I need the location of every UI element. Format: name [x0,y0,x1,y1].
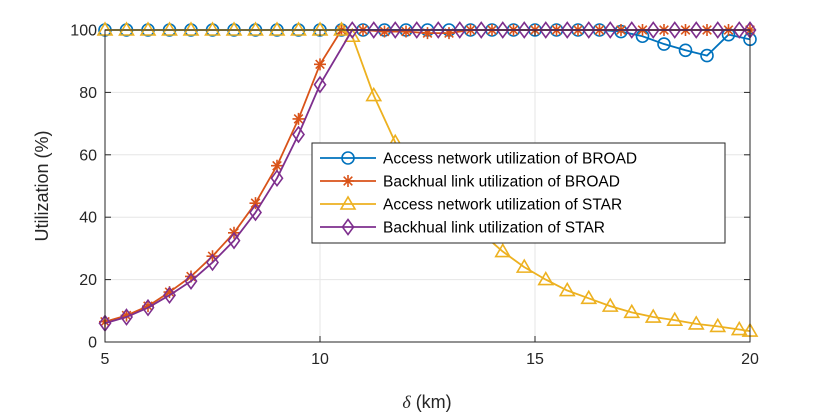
data-point [421,27,434,40]
data-point [517,21,531,39]
data-point [560,21,574,39]
x-axis-unit: (km) [411,392,452,412]
data-point [142,300,154,313]
data-point [227,231,241,250]
legend-label: Backhual link utilization of BROAD [383,174,620,191]
data-point [603,21,617,39]
data-point [206,253,219,272]
data-point [141,298,155,317]
x-tick-label: 15 [526,351,544,368]
data-point [558,281,576,297]
data-point [292,112,305,125]
data-point [601,297,619,312]
data-point [582,21,596,39]
x-axis-label: δ (km) [402,392,451,412]
data-point [410,21,424,39]
data-point [494,242,512,258]
legend-entry: Backhual link utilization of BROAD [320,174,620,191]
data-point [644,308,662,323]
data-point [367,21,381,39]
data-point [161,21,178,36]
legend-marker [341,151,355,165]
data-point [709,317,727,333]
legend-entry: Access network utilization of STAR [320,195,622,214]
data-point [163,286,176,299]
data-point [225,21,243,36]
data-point [443,27,455,40]
data-point [666,311,684,326]
data-point [378,25,391,38]
x-tick-label: 5 [101,351,110,368]
data-point [687,315,705,330]
legend-box [311,142,726,244]
x-axis-symbol: δ [402,392,411,412]
legend-label: Backhual link utilization of STAR [383,220,605,237]
data-point [292,125,305,144]
data-point [184,272,198,291]
data-point [118,21,135,36]
data-point [625,21,639,39]
data-point [270,169,284,188]
axes [104,29,751,343]
data-point [453,21,467,39]
data-point [139,21,157,36]
data-point [474,21,488,39]
data-point [678,43,693,58]
data-point [333,21,350,36]
x-tick-label: 20 [741,351,759,368]
data-point [163,286,176,305]
data-point [313,75,327,94]
data-point [204,21,221,36]
legend-label: Access network utilization of BROAD [383,151,637,168]
data-point [290,21,307,36]
ticks: 5 10 15 20 0 20 40 60 80 100 [70,23,759,369]
legend-label: Access network utilization of STAR [383,197,622,214]
data-point [400,25,412,38]
data-point [657,37,671,51]
data-point [539,21,553,39]
data-point [388,21,402,39]
data-point [249,197,262,210]
legend-marker [341,218,355,236]
data-point [623,303,641,319]
data-point [314,58,326,71]
y-tick-label: 0 [88,335,97,352]
data-point [496,21,510,39]
x-tick-label: 10 [311,351,329,368]
data-point [182,21,200,36]
data-point [271,159,283,172]
legend-entry: Access network utilization of BROAD [320,151,637,168]
y-tick-label: 60 [79,147,97,164]
y-tick-label: 80 [79,85,97,102]
legend-marker [342,175,354,187]
data-point [732,21,746,39]
data-point [537,271,555,286]
data-point [365,86,383,102]
data-point [668,21,682,39]
data-point [515,258,533,273]
data-point [247,21,264,36]
legend-marker [339,195,357,210]
legend: Access network utilization of BROAD Backh… [311,142,726,244]
data-point [268,21,286,36]
y-tick-label: 20 [79,272,97,289]
data-point [711,21,725,39]
data-point [730,320,748,336]
data-point [689,21,703,39]
data-point [431,21,445,39]
data-point [249,203,262,222]
data-point [700,48,714,63]
data-point [580,289,598,305]
data-point [185,270,197,283]
legend-entry: Backhual link utilization of STAR [320,218,605,237]
data-point [345,21,359,39]
y-tick-label: 40 [79,210,97,227]
y-axis-label: Utilization (%) [32,130,52,241]
plot-area-frame [104,29,751,343]
data-point [120,308,133,326]
data-point [120,309,133,322]
data-point [646,21,660,39]
y-tick-label: 100 [70,23,97,40]
